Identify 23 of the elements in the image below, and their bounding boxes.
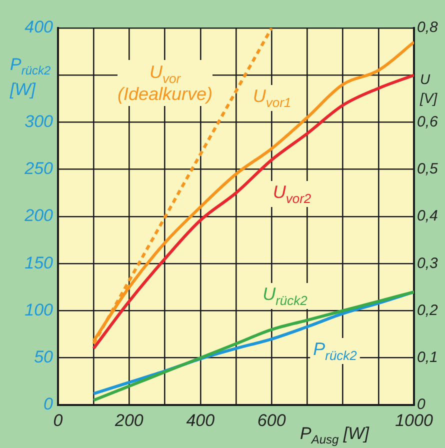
x-tick-label: 1000 [395, 410, 434, 430]
y-tick-label: 150 [24, 253, 54, 272]
x-tick-label: 600 [257, 410, 286, 430]
y2-tick-label: 0,6 [417, 113, 439, 130]
y2-tick-label: 0,5 [417, 160, 439, 178]
x-tick-label: 200 [114, 410, 144, 430]
y2-tick-label: 0 [417, 396, 426, 414]
y2-axis-title: U [V] [420, 70, 438, 108]
y-tick-label: 0 [44, 394, 54, 414]
y2-tick-label: 0,1 [417, 349, 438, 366]
y2-tick-label: 0,3 [417, 254, 439, 272]
y-tick-label: 300 [24, 112, 54, 131]
y2-tick-label: 0,8 [417, 19, 439, 36]
y-tick-label: 400 [24, 18, 54, 37]
x-axis-title: P$_{Ausg}$ [W] [300, 424, 369, 448]
y-tick-label: 250 [24, 159, 54, 178]
y-tick-label: 200 [24, 206, 54, 226]
y-tick-label: 50 [34, 348, 54, 367]
y-tick-label: 100 [24, 300, 54, 320]
y-axis-title: P$_{rück2}$ [W] [10, 55, 52, 100]
x-tick-label: 400 [186, 410, 216, 430]
y2-tick-label: 0,2 [417, 302, 439, 319]
y2-tick-label: 0,4 [417, 208, 438, 225]
